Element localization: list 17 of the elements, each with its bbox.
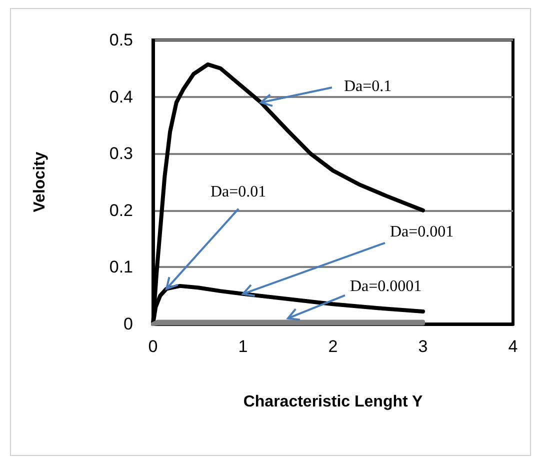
x-tick-label: 2	[328, 337, 338, 356]
annotation: Da=0.01	[210, 183, 266, 200]
x-tick-label: 4	[508, 337, 518, 356]
y-tick-label: 0.1	[109, 258, 133, 277]
y-tick-label: 0.5	[109, 30, 133, 50]
y-tick-label: 0.2	[109, 200, 133, 220]
x-tick-label: 1	[238, 337, 248, 356]
annotation: Da=0.1	[344, 78, 392, 96]
y-tick-label: 0	[124, 314, 133, 334]
x-tick-label: 0	[148, 337, 158, 356]
y-axis-title: Velocity	[32, 152, 48, 212]
y-tick-label: 0.3	[109, 144, 133, 164]
y-tick-label: 0.4	[109, 87, 133, 106]
annotation: Da=0.001	[390, 224, 454, 241]
annotation: Da=0.0001	[350, 278, 422, 295]
x-tick-label: 3	[418, 337, 428, 356]
x-axis-title: Characteristic Lenght Y	[243, 394, 423, 410]
